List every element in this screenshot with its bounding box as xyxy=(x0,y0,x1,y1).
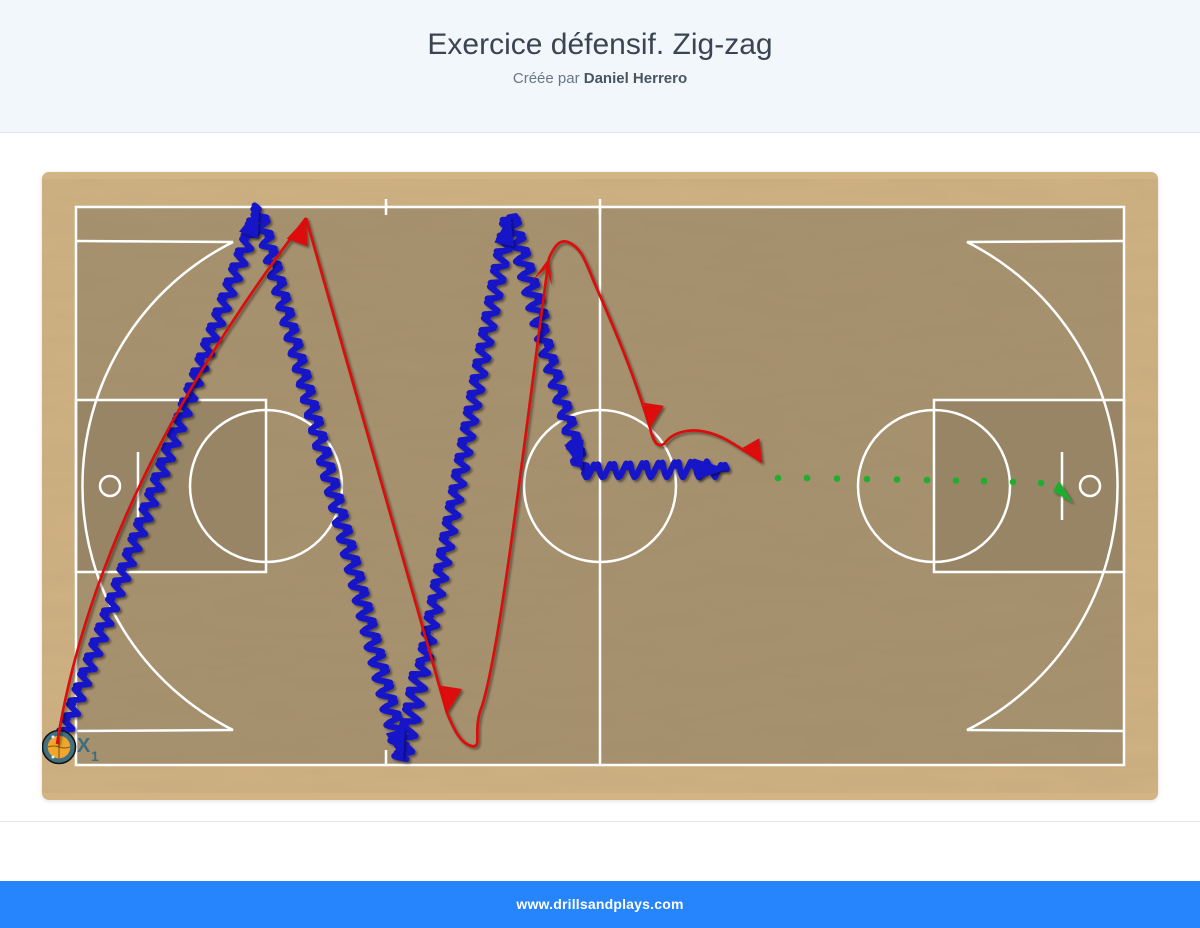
svg-text:1: 1 xyxy=(91,748,99,764)
svg-text:X: X xyxy=(77,735,91,757)
